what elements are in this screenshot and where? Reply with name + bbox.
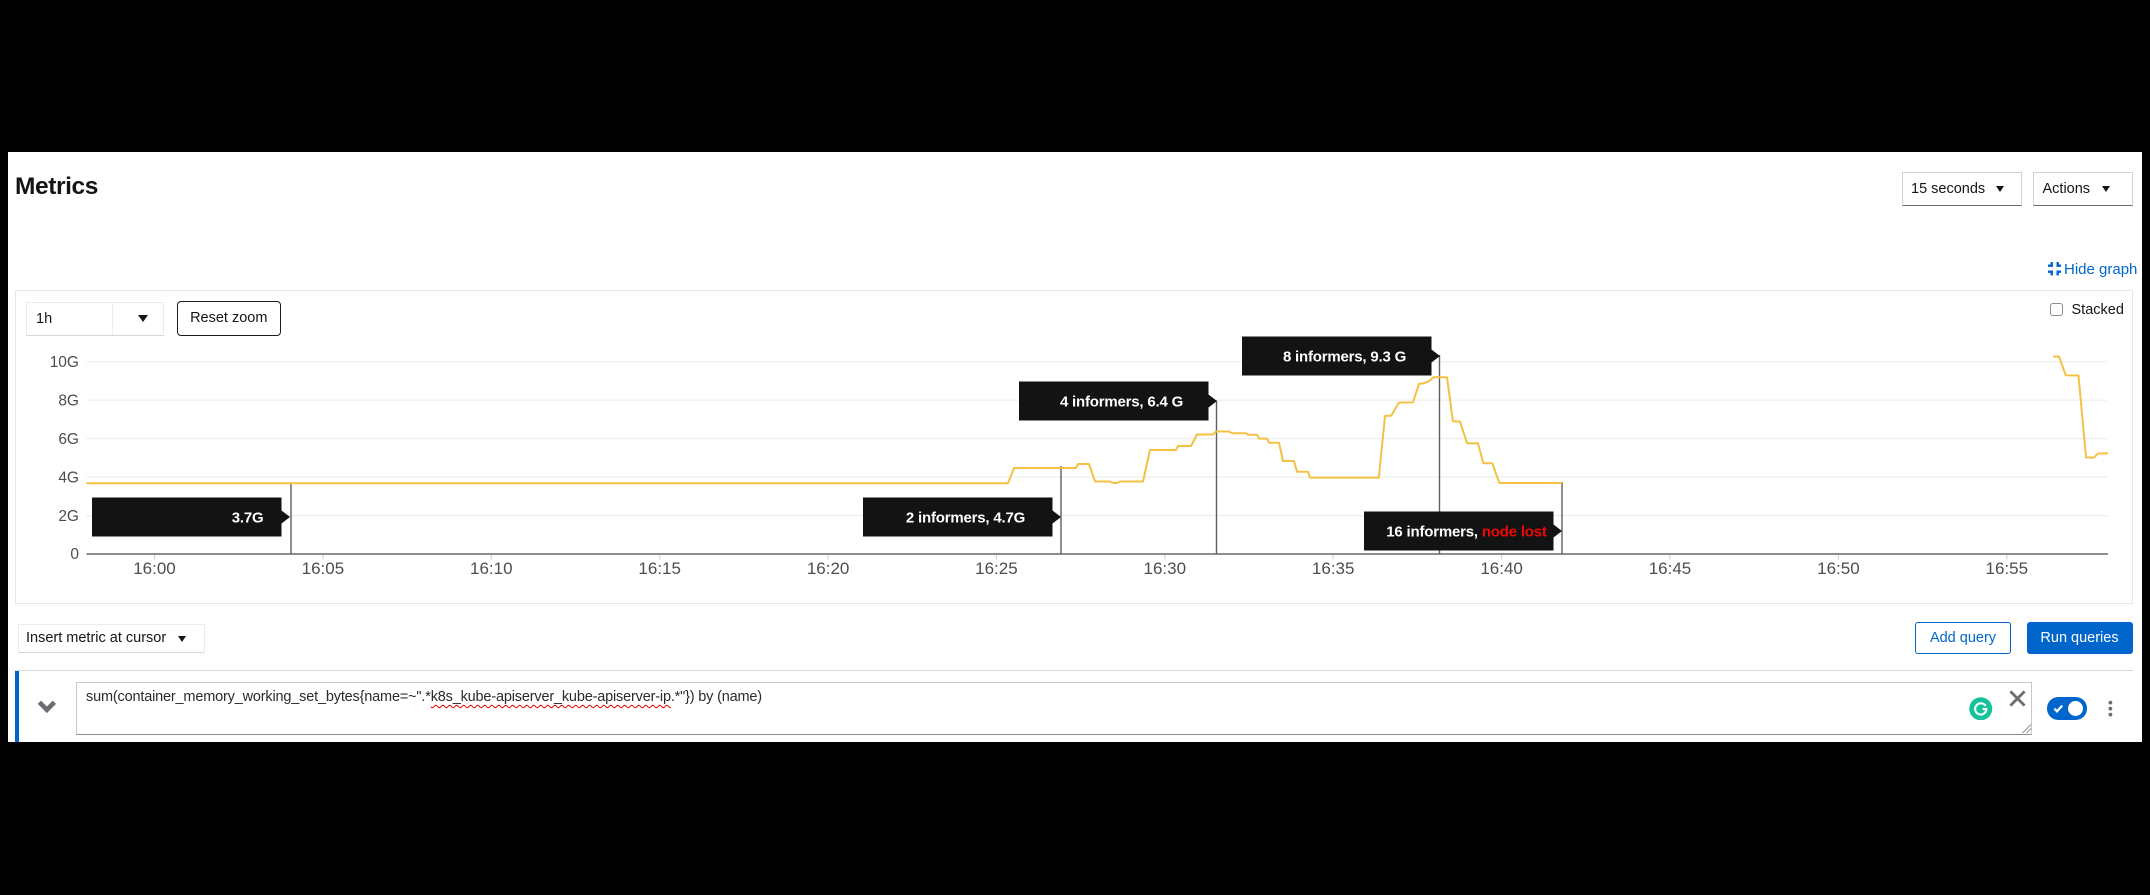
svg-text:8 informers, 9.3 G: 8 informers, 9.3 G <box>1283 348 1406 365</box>
svg-text:16:55: 16:55 <box>1986 559 2029 578</box>
svg-text:6G: 6G <box>58 431 79 448</box>
svg-text:16:20: 16:20 <box>807 559 850 578</box>
svg-text:4 informers, 6.4 G: 4 informers, 6.4 G <box>1060 393 1183 410</box>
svg-text:4G: 4G <box>58 469 79 486</box>
svg-text:16:05: 16:05 <box>302 559 345 578</box>
svg-text:16:30: 16:30 <box>1144 559 1187 578</box>
svg-text:16:00: 16:00 <box>133 559 176 578</box>
svg-text:16:25: 16:25 <box>975 559 1018 578</box>
svg-text:16:35: 16:35 <box>1312 559 1355 578</box>
svg-text:16:45: 16:45 <box>1649 559 1692 578</box>
svg-text:2G: 2G <box>58 508 79 525</box>
svg-text:2 informers, 4.7G: 2 informers, 4.7G <box>906 509 1025 526</box>
svg-text:16:10: 16:10 <box>470 559 513 578</box>
svg-text:0: 0 <box>70 546 79 563</box>
svg-text:16:15: 16:15 <box>638 559 681 578</box>
svg-text:16:40: 16:40 <box>1480 559 1523 578</box>
svg-text:10G: 10G <box>50 354 79 371</box>
svg-text:8G: 8G <box>58 392 79 409</box>
svg-text:16:50: 16:50 <box>1817 559 1860 578</box>
svg-text:16 informers, node lost: 16 informers, node lost <box>1386 523 1547 540</box>
svg-text:3.7G: 3.7G <box>232 509 264 526</box>
